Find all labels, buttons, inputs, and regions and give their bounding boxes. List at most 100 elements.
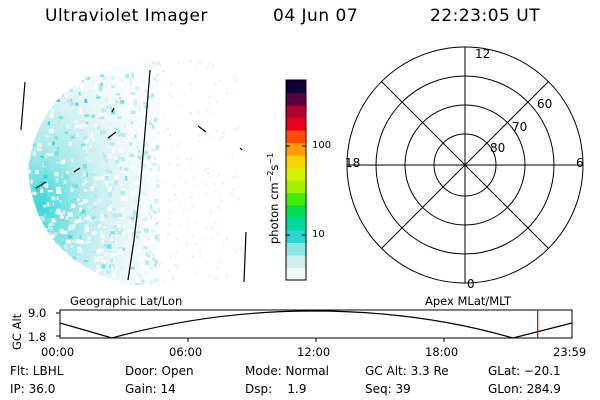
emission-pixel bbox=[65, 69, 70, 73]
emission-pixel bbox=[55, 211, 60, 215]
emission-pixel bbox=[69, 82, 75, 87]
emission-pixel bbox=[156, 73, 159, 77]
emission-pixel bbox=[106, 62, 111, 67]
emission-pixel bbox=[76, 62, 80, 66]
emission-pixel bbox=[153, 76, 157, 81]
emission-pixel bbox=[159, 81, 160, 85]
emission-pixel bbox=[40, 216, 45, 222]
emission-pixel bbox=[120, 207, 124, 212]
emission-pixel bbox=[35, 263, 40, 267]
emission-pixel bbox=[69, 265, 73, 270]
observation-date: 04 Jun 07 bbox=[273, 6, 359, 26]
emission-pixel bbox=[84, 199, 89, 202]
emission-pixel bbox=[66, 68, 69, 71]
emission-pixel bbox=[110, 265, 114, 270]
emission-pixel bbox=[45, 80, 49, 85]
emission-pixel bbox=[37, 72, 43, 75]
emission-pixel bbox=[104, 252, 108, 257]
emission-pixel bbox=[116, 224, 120, 228]
emission-pixel bbox=[157, 207, 160, 213]
coastline-segment bbox=[107, 131, 117, 139]
emission-pixel bbox=[101, 264, 106, 269]
emission-pixel bbox=[133, 188, 138, 193]
emission-pixel bbox=[138, 282, 144, 285]
emission-pixel bbox=[37, 224, 42, 227]
emission-pixel bbox=[211, 174, 214, 178]
emission-pixel bbox=[33, 186, 38, 191]
emission-pixel bbox=[46, 260, 50, 266]
emission-pixel bbox=[111, 180, 117, 183]
emission-pixel bbox=[150, 208, 154, 212]
emission-pixel bbox=[49, 201, 54, 207]
emission-pixel bbox=[63, 77, 66, 81]
emission-pixel bbox=[153, 117, 158, 122]
emission-pixel bbox=[36, 241, 40, 246]
emission-pixel bbox=[115, 228, 119, 232]
emission-pixel bbox=[58, 64, 61, 69]
coastline-segment bbox=[35, 181, 47, 189]
emission-pixel bbox=[75, 219, 81, 223]
color-bar-stop bbox=[286, 142, 306, 156]
emission-pixel bbox=[152, 229, 156, 233]
emission-pixel bbox=[138, 106, 141, 112]
emission-pixel bbox=[75, 102, 78, 105]
coastline-segment bbox=[239, 147, 243, 151]
emission-pixel bbox=[159, 104, 160, 109]
emission-pixel bbox=[56, 196, 59, 201]
emission-pixel bbox=[236, 169, 239, 173]
emission-pixel bbox=[138, 94, 143, 98]
emission-pixel bbox=[81, 62, 85, 66]
emission-pixel bbox=[135, 145, 139, 149]
emission-pixel bbox=[59, 215, 64, 219]
emission-pixel bbox=[47, 125, 52, 129]
emission-pixel bbox=[121, 188, 126, 192]
emission-pixel bbox=[28, 157, 30, 161]
emission-pixel bbox=[74, 124, 80, 129]
emission-pixel bbox=[62, 80, 66, 85]
emission-pixel bbox=[84, 130, 90, 134]
emission-pixel bbox=[64, 251, 67, 256]
emission-pixel bbox=[156, 278, 160, 281]
emission-pixel bbox=[90, 284, 95, 285]
emission-pixel bbox=[74, 184, 79, 188]
emission-pixel bbox=[36, 258, 40, 263]
emission-pixel bbox=[158, 261, 162, 265]
emission-pixel bbox=[74, 83, 79, 88]
emission-pixel bbox=[64, 90, 68, 96]
emission-pixel bbox=[24, 67, 26, 70]
coastline-segment bbox=[197, 125, 207, 133]
emission-pixel bbox=[198, 60, 202, 64]
emission-pixel bbox=[23, 68, 28, 73]
emission-pixel bbox=[156, 65, 160, 69]
timeline-xtick-label: 12:00 bbox=[297, 345, 331, 359]
emission-pixel bbox=[94, 257, 99, 262]
emission-pixel bbox=[84, 226, 89, 232]
emission-pixel bbox=[114, 127, 120, 131]
emission-pixel bbox=[151, 148, 157, 152]
emission-pixel bbox=[132, 157, 136, 162]
emission-pixel bbox=[40, 277, 45, 280]
emission-pixel bbox=[143, 246, 148, 250]
emission-pixel bbox=[144, 93, 148, 98]
emission-pixel bbox=[99, 273, 103, 278]
emission-pixel bbox=[110, 258, 113, 263]
emission-pixel bbox=[72, 240, 77, 243]
emission-pixel bbox=[86, 124, 90, 128]
emission-pixel bbox=[109, 231, 114, 237]
emission-pixel bbox=[108, 87, 112, 92]
emission-pixel bbox=[42, 204, 46, 208]
emission-pixel bbox=[156, 184, 160, 188]
emission-pixel bbox=[191, 234, 194, 237]
emission-pixel bbox=[28, 202, 30, 207]
emission-pixel bbox=[107, 207, 112, 212]
emission-pixel bbox=[202, 120, 205, 123]
emission-pixel bbox=[177, 144, 180, 147]
emission-pixel bbox=[94, 123, 99, 129]
emission-pixel bbox=[35, 188, 41, 193]
emission-pixel bbox=[134, 108, 139, 111]
emission-pixel bbox=[77, 247, 81, 250]
emission-pixel bbox=[187, 218, 190, 222]
emission-pixel bbox=[110, 231, 115, 235]
emission-pixel bbox=[44, 267, 49, 270]
emission-pixel bbox=[105, 169, 110, 173]
